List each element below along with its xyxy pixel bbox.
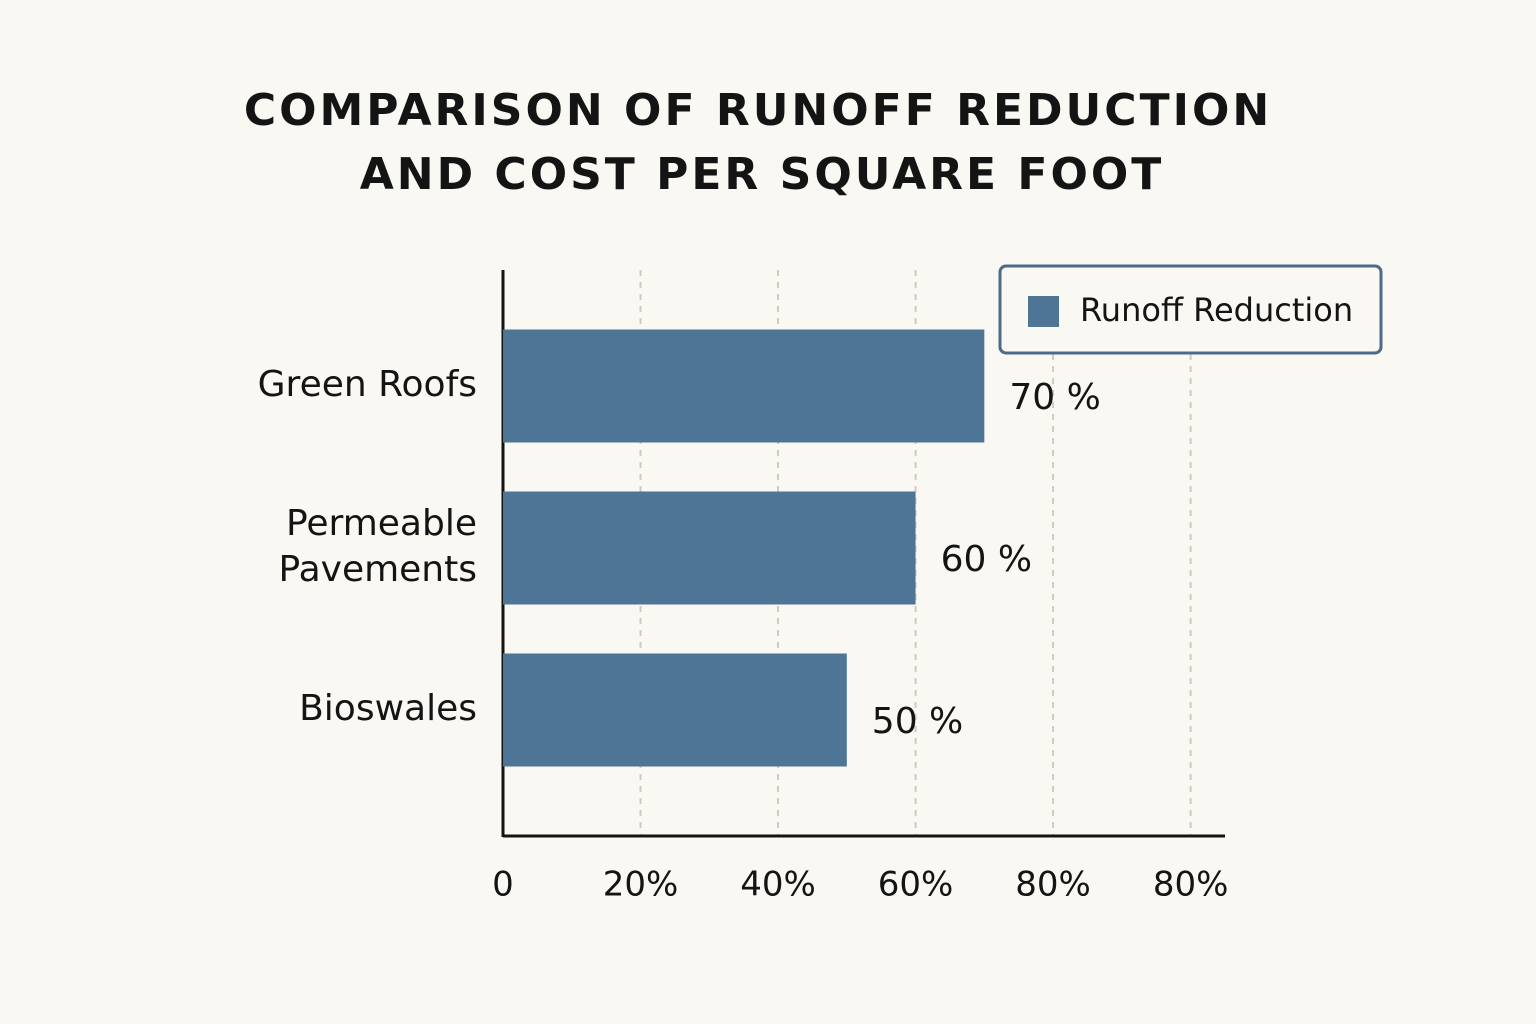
x-tick-label: 80% — [1153, 865, 1229, 905]
value-label: 60 % — [941, 539, 1032, 580]
y-tick-label: Permeable Pavements — [278, 503, 477, 590]
y-tick-label: Green Roofs — [258, 364, 477, 405]
value-label: 70 % — [1009, 377, 1100, 418]
legend-box — [998, 264, 1383, 355]
chart-title: COMPARISON OF RUNOFF REDUCTION — [244, 85, 1272, 136]
bar — [503, 329, 985, 443]
value-label: 50 % — [872, 701, 963, 742]
bar — [503, 491, 916, 605]
chart-title: AND COST PER SQUARE FOOT — [360, 149, 1165, 200]
x-tick-label: 40% — [740, 865, 816, 905]
legend-label: Runoff Reduction — [1080, 291, 1353, 329]
x-tick-label: 20% — [603, 865, 679, 905]
y-tick-label: Bioswales — [299, 688, 477, 729]
x-tick-label: 60% — [878, 865, 954, 905]
x-tick-label: 80% — [1015, 865, 1091, 905]
legend-swatch — [1028, 296, 1059, 327]
x-tick-label: 0 — [492, 865, 514, 905]
bar — [503, 653, 847, 767]
